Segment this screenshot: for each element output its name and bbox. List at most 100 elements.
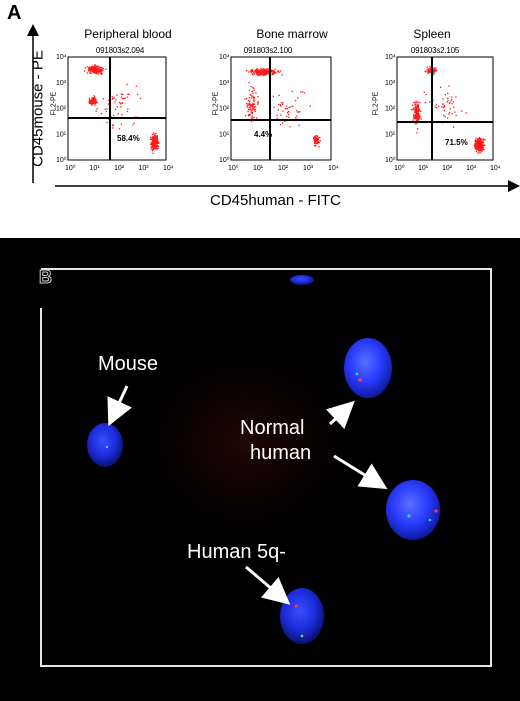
- event-dot: [262, 68, 264, 70]
- event-dot: [412, 119, 414, 121]
- event-dot: [415, 114, 418, 116]
- event-dot: [154, 143, 156, 145]
- event-dot: [261, 74, 263, 76]
- event-dot: [451, 98, 453, 101]
- event-dot: [274, 71, 276, 73]
- event-dot: [452, 101, 455, 103]
- event-dot: [83, 70, 86, 72]
- event-dot: [91, 99, 93, 102]
- event-dot: [251, 116, 253, 119]
- event-dot: [423, 91, 425, 93]
- event-dot: [482, 142, 484, 144]
- event-dot: [127, 108, 129, 110]
- event-dot: [248, 97, 250, 99]
- event-dot: [112, 125, 114, 127]
- event-dot: [151, 138, 153, 141]
- event-dot: [257, 96, 259, 98]
- event-dot: [88, 68, 90, 70]
- event-dot: [432, 69, 434, 71]
- event-dot: [442, 98, 444, 100]
- event-dot: [152, 152, 154, 154]
- event-dot: [474, 145, 476, 147]
- event-dot: [280, 114, 282, 116]
- event-dot: [95, 101, 97, 104]
- event-dot: [250, 97, 252, 99]
- event-dot: [100, 66, 102, 69]
- event-dot: [244, 98, 246, 100]
- signal-red: [294, 604, 298, 608]
- event-dot: [483, 144, 486, 146]
- event-dot: [90, 99, 92, 101]
- event-dot: [104, 108, 106, 110]
- event-dot: [477, 143, 480, 145]
- event-dot: [451, 113, 453, 115]
- event-dot: [412, 109, 414, 111]
- event-dot: [418, 115, 420, 117]
- event-dot: [86, 66, 88, 68]
- event-dot: [89, 67, 91, 70]
- event-dot: [98, 66, 100, 68]
- event-dot: [154, 148, 156, 150]
- event-dot: [155, 146, 157, 148]
- event-dot: [484, 139, 486, 141]
- event-dot: [476, 143, 478, 145]
- event-dot: [317, 135, 319, 138]
- event-dot: [251, 69, 254, 71]
- event-dot: [253, 97, 255, 100]
- event-dot: [475, 141, 478, 143]
- signal-red: [358, 378, 362, 382]
- event-dot: [290, 106, 292, 108]
- event-dot: [319, 140, 321, 142]
- event-dot: [417, 101, 419, 103]
- event-dot: [90, 72, 92, 74]
- event-dot: [253, 89, 255, 91]
- event-dot: [93, 65, 96, 68]
- event-dot: [476, 147, 478, 150]
- event-dot: [252, 87, 254, 89]
- event-dot: [277, 109, 279, 111]
- event-dot: [417, 115, 419, 117]
- nucleus-normal-human-1: [344, 338, 392, 398]
- event-dot: [253, 116, 255, 118]
- event-dot: [309, 105, 311, 107]
- event-dot: [120, 93, 123, 95]
- event-dot: [414, 107, 417, 109]
- event-dot: [251, 111, 253, 114]
- event-dot: [412, 104, 414, 106]
- event-dot: [254, 69, 256, 71]
- event-dot: [151, 143, 154, 145]
- event-dot: [92, 98, 94, 101]
- event-dot: [270, 70, 272, 72]
- event-dot: [90, 100, 92, 102]
- event-dot: [455, 114, 457, 117]
- event-dot: [255, 70, 257, 73]
- event-dot: [297, 111, 299, 113]
- event-dot: [286, 108, 288, 110]
- event-dot: [417, 119, 419, 121]
- event-dot: [475, 148, 477, 150]
- event-dot: [250, 69, 252, 71]
- event-dot: [135, 116, 137, 118]
- arrow-mouse: [107, 385, 132, 427]
- event-dot: [254, 108, 256, 111]
- event-dot: [244, 115, 247, 117]
- event-dot: [97, 70, 99, 72]
- event-dot: [118, 128, 121, 130]
- event-dot: [102, 69, 104, 71]
- event-dot: [419, 115, 421, 118]
- event-dot: [114, 108, 117, 111]
- event-dot: [473, 144, 476, 146]
- event-dot: [156, 145, 158, 147]
- x-tick-label: 10⁰: [65, 164, 76, 172]
- event-dot: [274, 68, 276, 70]
- event-dot: [248, 103, 250, 105]
- event-dot: [416, 104, 419, 106]
- event-dot: [276, 117, 279, 119]
- event-dot: [93, 101, 96, 103]
- event-dot: [315, 140, 317, 142]
- event-dot: [258, 74, 260, 77]
- event-dot: [99, 70, 101, 73]
- event-dot: [481, 149, 483, 151]
- event-dot: [478, 142, 480, 145]
- percent-peripheral-blood: 58.4%: [117, 134, 140, 143]
